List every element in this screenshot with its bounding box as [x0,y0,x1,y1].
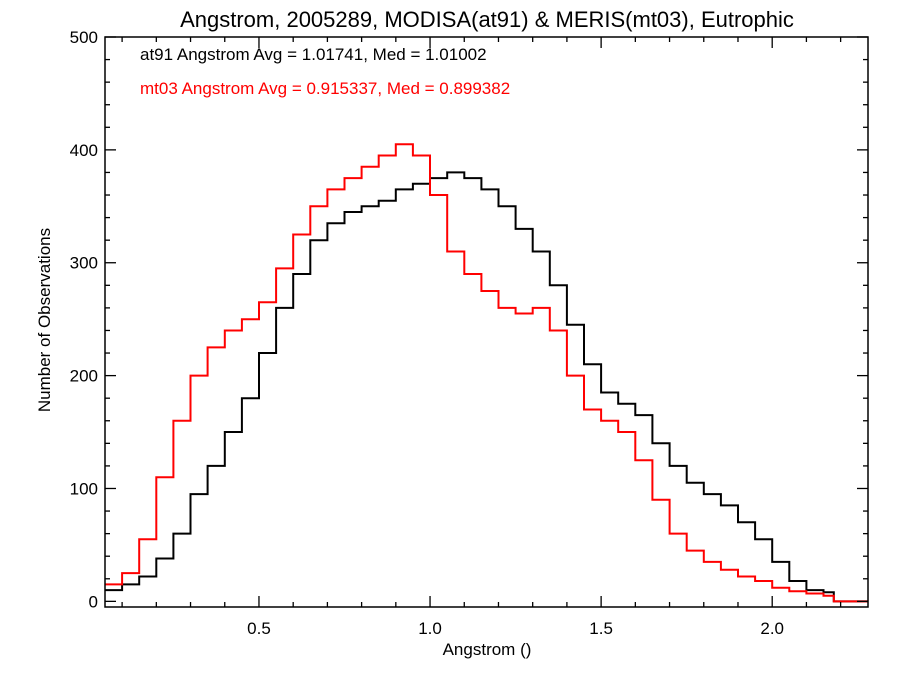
series-mt03 [105,143,868,603]
x-tick-label: 2.0 [760,619,784,638]
series-line-at91 [105,171,868,603]
x-tick-label: 1.5 [589,619,613,638]
annotation-at91: at91 Angstrom Avg = 1.01741, Med = 1.010… [140,45,487,64]
y-tick-label: 0 [89,592,98,611]
y-axis-label: Number of Observations [35,228,54,412]
annotation-mt03: mt03 Angstrom Avg = 0.915337, Med = 0.89… [140,79,510,98]
x-tick-label: 0.5 [247,619,271,638]
series-at91 [105,171,868,603]
chart-title: Angstrom, 2005289, MODISA(at91) & MERIS(… [180,7,794,32]
x-axis-label: Angstrom () [443,640,532,659]
series-line-mt03 [105,143,868,603]
plot-frame [104,36,869,608]
y-tick-label: 400 [70,141,98,160]
y-tick-label: 300 [70,254,98,273]
y-tick-label: 200 [70,367,98,386]
x-tick-label: 1.0 [418,619,442,638]
series-layer [105,143,868,603]
y-tick-label: 500 [70,28,98,47]
y-tick-label: 100 [70,479,98,498]
